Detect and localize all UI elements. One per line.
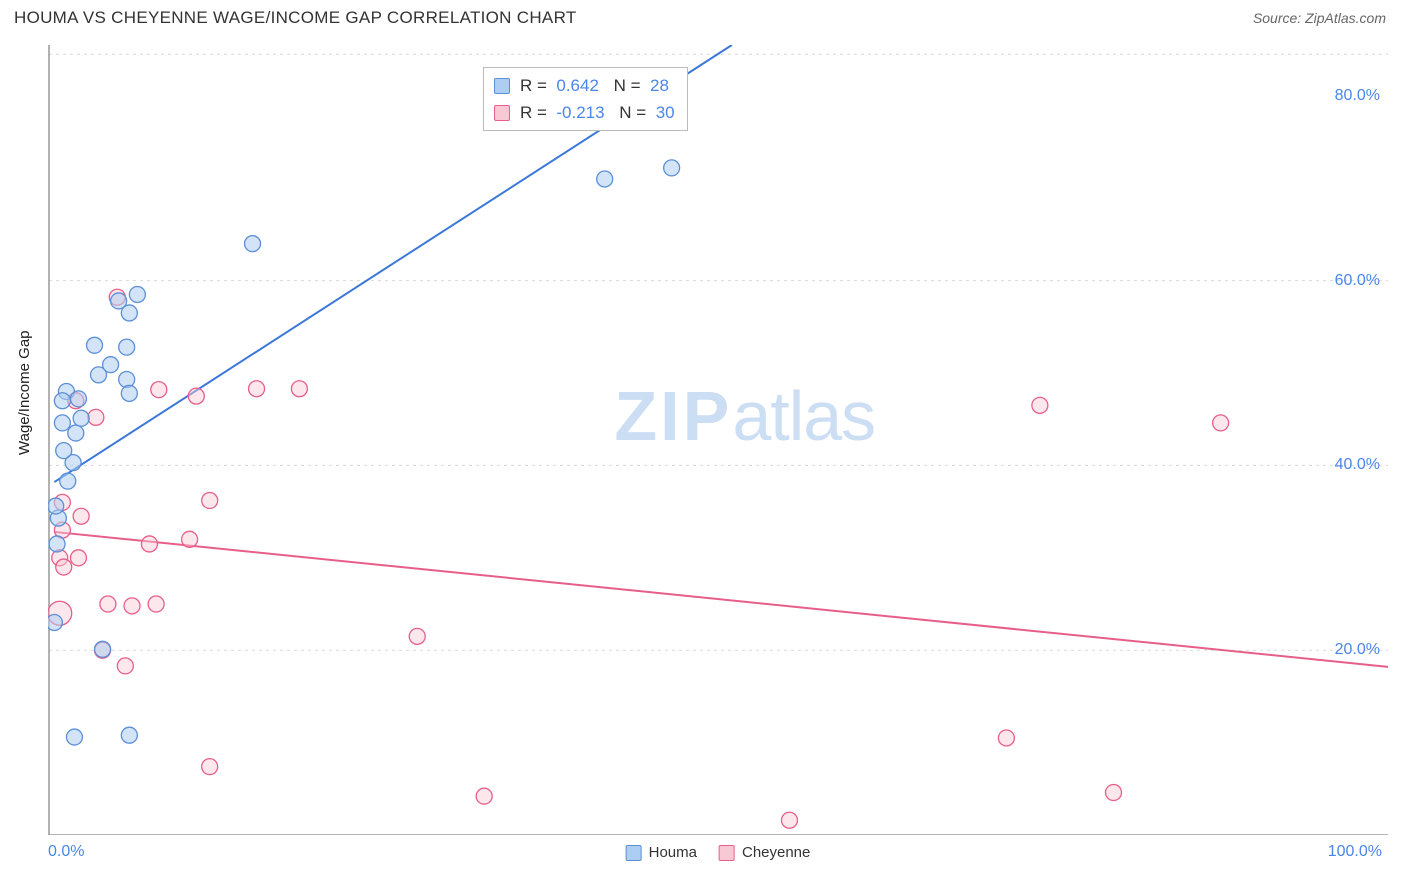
legend-label: Houma [649, 844, 697, 861]
y-tick-label: 80.0% [1335, 87, 1380, 105]
legend-swatch [626, 845, 642, 861]
houma-n-value: 28 [650, 76, 669, 95]
scatter-plot [48, 45, 1388, 835]
chart-source: Source: ZipAtlas.com [1253, 10, 1386, 26]
y-tick-label: 40.0% [1335, 456, 1380, 474]
y-tick-label: 60.0% [1335, 272, 1380, 290]
cheyenne-n-value: 30 [656, 103, 675, 122]
legend-swatch [719, 845, 735, 861]
legend-item: Cheyenne [719, 844, 810, 861]
stats-row-houma: R = 0.642 N = 28 [494, 72, 675, 99]
cheyenne-r-value: -0.213 [556, 103, 604, 122]
stats-row-cheyenne: R = -0.213 N = 30 [494, 99, 675, 126]
stats-swatch-houma [494, 78, 510, 94]
chart-legend: Houma Cheyenne [626, 844, 811, 861]
chart-title: HOUMA VS CHEYENNE WAGE/INCOME GAP CORREL… [14, 8, 577, 28]
chart-header: HOUMA VS CHEYENNE WAGE/INCOME GAP CORREL… [0, 0, 1406, 32]
legend-label: Cheyenne [742, 844, 810, 861]
x-tick-min: 0.0% [48, 843, 84, 861]
y-tick-label: 20.0% [1335, 641, 1380, 659]
houma-r-value: 0.642 [556, 76, 599, 95]
legend-item: Houma [626, 844, 697, 861]
y-axis-title: Wage/Income Gap [16, 330, 33, 455]
chart-area: Wage/Income Gap R = 0.642 N = 28 R = -0.… [48, 45, 1388, 835]
correlation-stats-box: R = 0.642 N = 28 R = -0.213 N = 30 [483, 67, 688, 131]
stats-swatch-cheyenne [494, 105, 510, 121]
x-tick-max: 100.0% [1328, 843, 1382, 861]
